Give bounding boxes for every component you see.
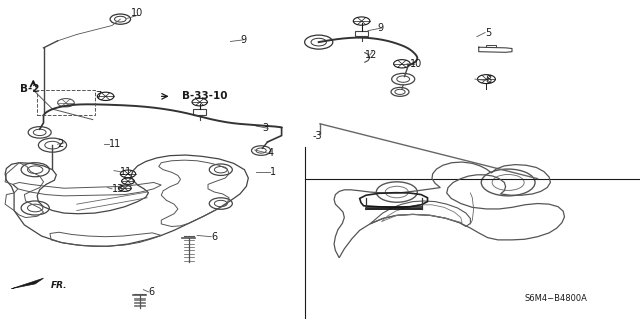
Text: 8: 8 xyxy=(485,75,492,85)
Text: 2: 2 xyxy=(58,139,64,149)
Text: 4: 4 xyxy=(268,148,274,158)
Text: 1: 1 xyxy=(270,167,276,177)
Text: B-2: B-2 xyxy=(20,84,40,94)
Polygon shape xyxy=(12,278,44,289)
Text: 10: 10 xyxy=(410,59,422,70)
Text: 5: 5 xyxy=(485,27,492,38)
Text: 9: 9 xyxy=(240,35,246,45)
Text: S6M4−B4800A: S6M4−B4800A xyxy=(525,294,588,303)
Text: 6: 6 xyxy=(211,232,218,242)
Text: 3: 3 xyxy=(262,123,269,133)
Text: 11: 11 xyxy=(120,167,132,177)
Text: -3: -3 xyxy=(312,131,322,141)
Bar xyxy=(193,109,206,115)
Text: B-33-10: B-33-10 xyxy=(182,91,228,101)
Text: 13: 13 xyxy=(112,184,124,194)
Bar xyxy=(37,90,95,115)
Text: 10: 10 xyxy=(131,8,143,19)
Text: 12: 12 xyxy=(365,50,377,60)
Text: 11: 11 xyxy=(109,139,121,149)
Bar xyxy=(355,31,368,36)
Text: 7: 7 xyxy=(95,91,101,101)
Text: FR.: FR. xyxy=(51,281,68,290)
Text: 9: 9 xyxy=(378,23,384,33)
Text: 6: 6 xyxy=(148,287,155,297)
